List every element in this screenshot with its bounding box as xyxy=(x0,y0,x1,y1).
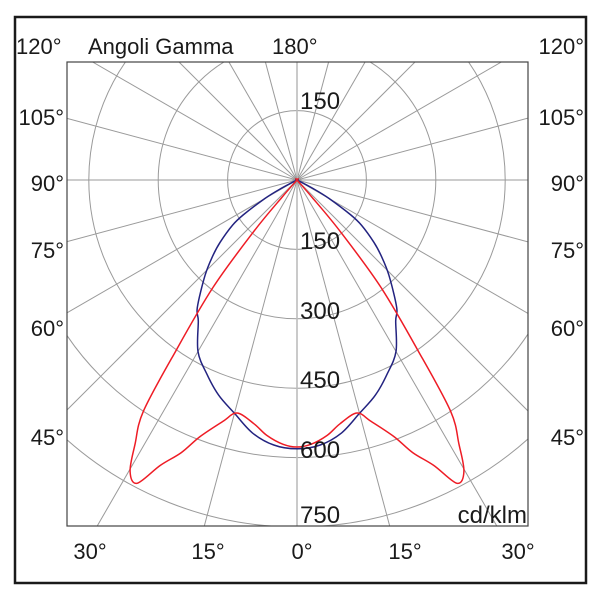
grid-radial-line xyxy=(67,179,298,243)
angle-label-top-right: 120° xyxy=(538,34,584,59)
radial-label: 300 xyxy=(300,298,340,325)
right-angle-labels: 105° 90° 75° 60° 45° xyxy=(538,105,584,450)
angle-label-bottom: 30° xyxy=(501,539,534,564)
chart-title: Angoli Gamma xyxy=(88,34,234,59)
left-angle-labels: 105° 90° 75° 60° 45° xyxy=(18,105,64,450)
angle-label-bottom: 15° xyxy=(191,539,224,564)
angle-label-left: 105° xyxy=(18,105,64,130)
outer-frame xyxy=(13,15,588,585)
grid-radial-line xyxy=(296,179,391,526)
angle-label-right: 90° xyxy=(551,171,584,196)
angle-label-left: 75° xyxy=(31,238,64,263)
grid-radial-line xyxy=(296,62,366,181)
angle-label-top-left: 120° xyxy=(16,34,62,59)
radial-label: 600 xyxy=(300,437,340,464)
radial-label: 150 xyxy=(300,228,340,255)
angle-label-right: 75° xyxy=(551,238,584,263)
grid-radial-line xyxy=(178,62,298,181)
radial-label-top: 150 xyxy=(300,88,340,115)
grid-radial-line xyxy=(296,62,502,181)
radial-label: 450 xyxy=(300,367,340,394)
polar-grid xyxy=(67,62,528,526)
angle-label-bottom: 15° xyxy=(388,539,421,564)
plot-area-border xyxy=(66,61,529,527)
angle-label-right: 105° xyxy=(538,105,584,130)
grid-radial-line xyxy=(228,62,298,181)
series-curve-2 xyxy=(129,177,465,485)
grid-radial-line xyxy=(67,117,298,181)
radial-label: 750 xyxy=(300,502,340,529)
angle-label-top-center: 180° xyxy=(272,34,318,59)
angle-label-bottom: 0° xyxy=(291,539,312,564)
curves xyxy=(129,177,465,485)
grid-radial-line xyxy=(203,179,298,526)
angle-label-bottom: 30° xyxy=(73,539,106,564)
unit-label: cd/klm xyxy=(458,502,527,529)
grid-radial-line xyxy=(67,179,298,411)
grid-radial-line xyxy=(296,179,528,412)
angle-label-left: 45° xyxy=(31,425,64,450)
grid-radial-line xyxy=(296,179,528,243)
grid-radial-line xyxy=(296,62,330,181)
grid-radial-line xyxy=(296,62,416,181)
grid-radial-line xyxy=(92,62,298,181)
grid-radial-line xyxy=(264,62,298,181)
grid-radial-line xyxy=(296,117,528,181)
angle-label-left: 60° xyxy=(31,316,64,341)
series-curve-1 xyxy=(196,178,398,450)
angle-label-left: 90° xyxy=(31,171,64,196)
angle-label-right: 60° xyxy=(551,316,584,341)
bottom-angle-labels: 30° 15° 0° 15° 30° xyxy=(73,539,534,564)
angle-label-right: 45° xyxy=(551,425,584,450)
